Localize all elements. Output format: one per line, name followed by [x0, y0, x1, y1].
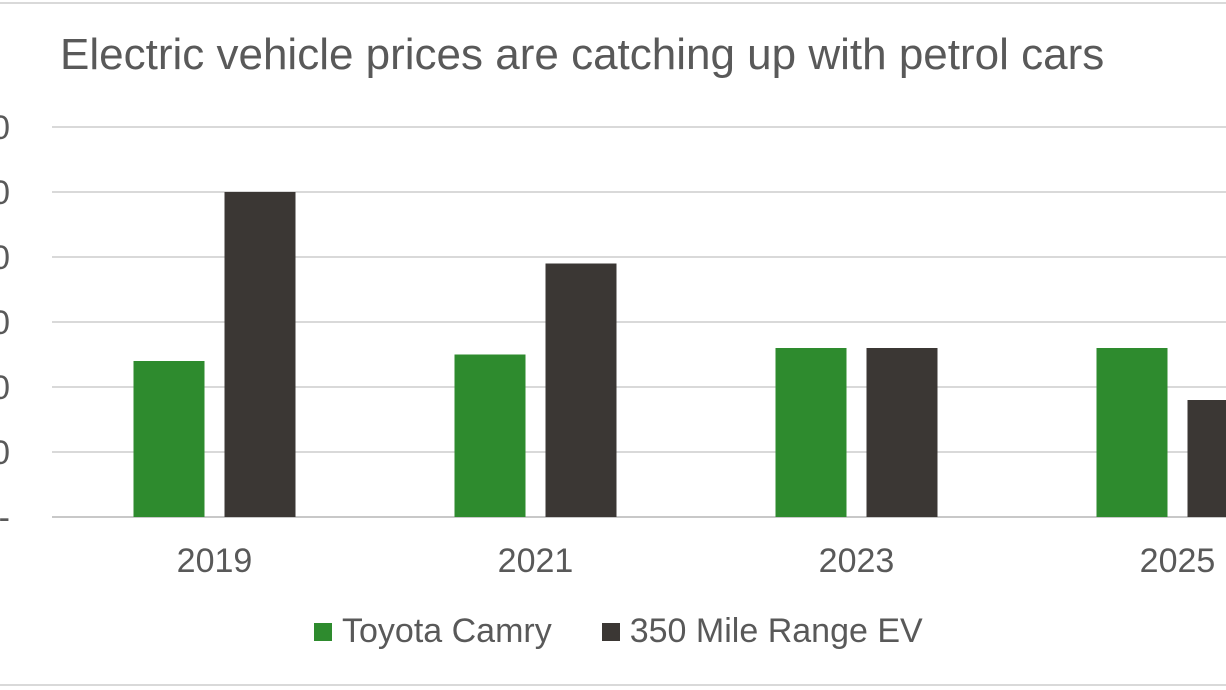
legend-swatch-toyota-camry: [314, 622, 332, 641]
legend-label-toyota-camry: Toyota Camry: [342, 612, 552, 650]
legend-swatch-ev: [601, 622, 620, 641]
bar-ev: [545, 263, 617, 517]
bar-toyota-camry: [454, 354, 526, 517]
bar-toyota-camry: [133, 361, 205, 517]
legend-label-ev: 350 Mile Range EV: [629, 612, 923, 650]
legend-item-toyota-camry: Toyota Camry: [314, 612, 552, 651]
y-tick-label: 0: [0, 434, 10, 472]
top-border: [0, 2, 1226, 4]
legend: Toyota Camry 350 Mile Range EV: [314, 612, 923, 651]
y-tick-label: 0: [0, 239, 10, 277]
y-tick-label: 0: [0, 304, 10, 342]
legend-item-ev: 350 Mile Range EV: [601, 612, 923, 651]
x-tick-label: 2023: [819, 542, 895, 580]
bar-ev: [866, 348, 938, 517]
y-tick-label: 0: [0, 109, 10, 147]
x-tick-label: 2021: [498, 542, 574, 580]
bar-toyota-camry: [775, 348, 847, 517]
bar-toyota-camry: [1096, 348, 1168, 517]
bar-ev: [224, 192, 296, 517]
chart-title: Electric vehicle prices are catching up …: [60, 30, 1105, 79]
bar-ev: [1187, 400, 1226, 517]
bottom-border: [0, 684, 1226, 686]
x-tick-label: 2019: [177, 542, 253, 580]
x-tick-label: 2025: [1140, 542, 1216, 580]
y-tick-label: -: [0, 499, 10, 537]
y-tick-label: 0: [0, 174, 10, 212]
y-tick-label: 0: [0, 369, 10, 407]
